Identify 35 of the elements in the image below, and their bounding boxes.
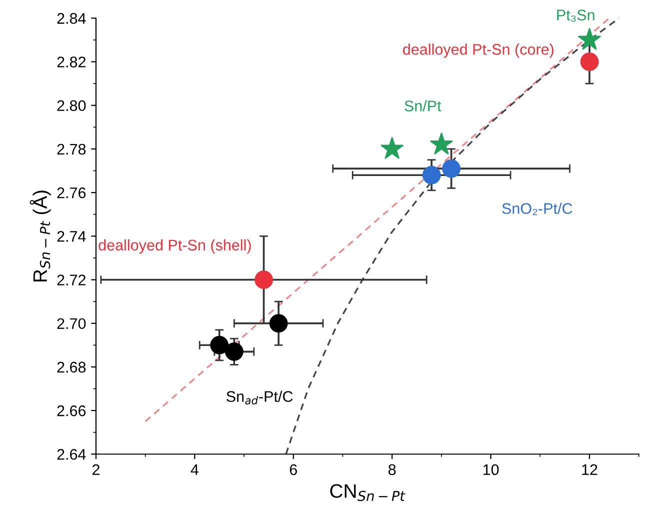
x-tick-label: 12 <box>582 464 598 475</box>
y-axis-title: R$_{Sn−Pt}$ (Å) <box>30 190 51 282</box>
x-tick-label: 8 <box>388 464 396 476</box>
series-label: Pt₃Sn <box>557 10 594 22</box>
y-tick-label: 2.78 <box>57 144 86 155</box>
x-tick-label: 4 <box>190 464 198 475</box>
point <box>380 137 404 159</box>
y-tick-label: 2.82 <box>57 56 86 68</box>
text: Sn$_{ad}$-Pt/C <box>226 390 293 404</box>
y-tick-label: 2.64 <box>57 448 86 460</box>
x-tick-label: 2 <box>92 464 100 475</box>
series-label: dealloyed Pt-Sn (shell) <box>98 239 251 254</box>
point <box>578 28 601 50</box>
y-tick-label: 2.70 <box>57 318 86 330</box>
point <box>442 159 461 178</box>
y-tick-label: 2.66 <box>57 405 86 416</box>
point <box>210 336 229 354</box>
series-label: dealloyed Pt-Sn (core) <box>403 44 554 58</box>
y-tick-label: 2.68 <box>57 362 86 373</box>
y-tick-label: 2.80 <box>57 100 86 112</box>
y-tick-label: 2.74 <box>57 231 86 242</box>
x-tick-label: 6 <box>290 464 297 476</box>
series-label: Sn/Pt <box>404 100 442 112</box>
y-tick-label: 2.76 <box>57 187 86 198</box>
point <box>254 270 273 289</box>
y-tick-label: 2.84 <box>57 13 86 24</box>
y-tick-label: 2.72 <box>57 274 86 286</box>
point <box>224 342 244 361</box>
point <box>430 132 453 154</box>
point <box>422 166 441 184</box>
text: SnO₂-Pt/C <box>502 202 572 216</box>
point <box>269 314 288 333</box>
x-tick-label: 10 <box>483 464 499 476</box>
point <box>580 52 599 71</box>
x-axis-title: CN$_{Sn−Pt}$ <box>330 484 406 502</box>
